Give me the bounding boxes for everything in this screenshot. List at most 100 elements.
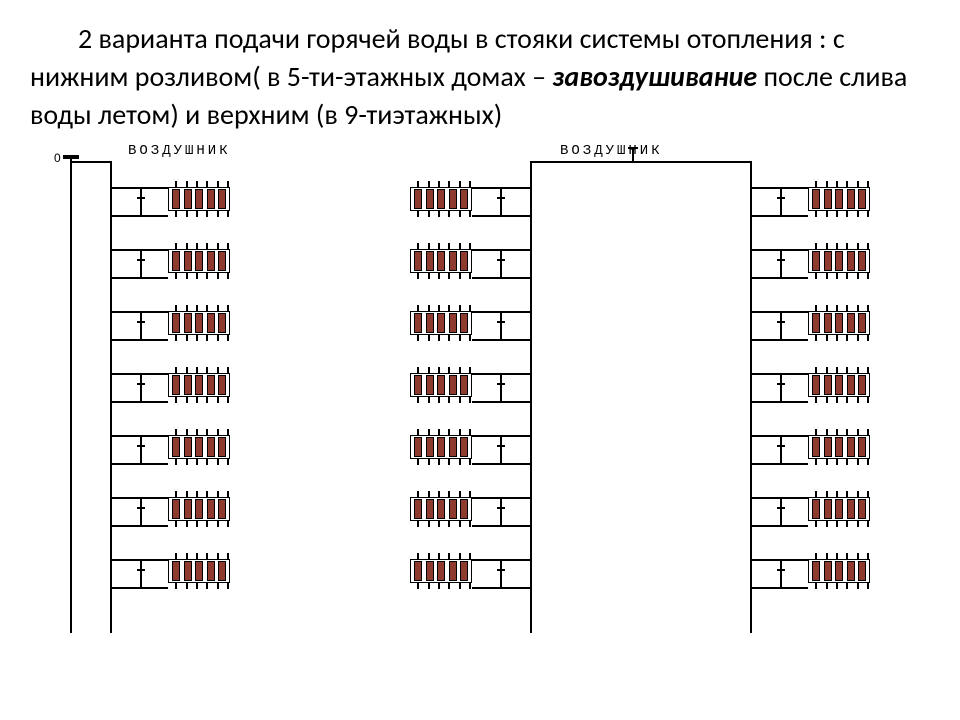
feed-pipe <box>750 187 808 189</box>
valve-tick <box>137 197 145 199</box>
radiator-rA-0 <box>410 181 472 217</box>
radiator-rA-6 <box>410 553 472 589</box>
valve-tick <box>777 445 785 447</box>
valve-tick <box>497 321 505 323</box>
valve-tick <box>497 383 505 385</box>
return-pipe <box>750 525 808 527</box>
return-pipe <box>472 401 530 403</box>
return-pipe <box>110 587 168 589</box>
radiator-rB-5 <box>808 491 870 527</box>
radiator-rA-2 <box>410 305 472 341</box>
return-pipe <box>110 401 168 403</box>
feed-pipe <box>110 187 168 189</box>
vent-cap <box>628 147 638 149</box>
bypass <box>500 559 502 587</box>
radiator-rB-0 <box>808 181 870 217</box>
vozdushnik-label-right: ВОЗДУШНИК <box>560 143 663 159</box>
bypass <box>500 187 502 215</box>
zero-mark: 0 <box>54 151 61 165</box>
feed-pipe <box>110 435 168 437</box>
valve-tick <box>137 321 145 323</box>
valve-tick <box>777 569 785 571</box>
bypass <box>140 497 142 525</box>
radiator-rA-5 <box>410 491 472 527</box>
bypass <box>500 497 502 525</box>
valve-tick <box>777 259 785 261</box>
return-pipe <box>750 277 808 279</box>
bypass <box>140 559 142 587</box>
feed-pipe <box>750 311 808 313</box>
return-pipe <box>472 463 530 465</box>
feed-pipe <box>110 497 168 499</box>
valve-tick <box>777 383 785 385</box>
return-pipe <box>472 525 530 527</box>
return-pipe <box>472 339 530 341</box>
riser-cap <box>63 155 79 159</box>
bypass <box>140 187 142 215</box>
valve-tick <box>777 321 785 323</box>
valve-tick <box>497 569 505 571</box>
bypass <box>500 249 502 277</box>
return-pipe <box>110 277 168 279</box>
return-pipe <box>750 401 808 403</box>
return-pipe <box>750 339 808 341</box>
valve-tick <box>497 445 505 447</box>
bypass <box>500 435 502 463</box>
sub-riser-left <box>110 161 112 633</box>
return-pipe <box>110 339 168 341</box>
feed-pipe <box>750 373 808 375</box>
feed-pipe <box>750 435 808 437</box>
valve-tick <box>497 197 505 199</box>
riser-right-a <box>530 161 532 633</box>
radiator-left-2 <box>168 305 230 341</box>
title-paragraph: 2 варианта подачи горячей воды в стояки … <box>30 20 930 133</box>
bypass <box>140 373 142 401</box>
radiator-rA-1 <box>410 243 472 279</box>
valve-tick <box>137 259 145 261</box>
feed-pipe <box>110 559 168 561</box>
valve-tick <box>137 507 145 509</box>
bypass <box>780 187 782 215</box>
return-pipe <box>110 215 168 217</box>
feed-pipe <box>750 559 808 561</box>
radiator-rB-2 <box>808 305 870 341</box>
valve-tick <box>137 383 145 385</box>
radiator-left-4 <box>168 429 230 465</box>
return-pipe <box>750 215 808 217</box>
radiator-rB-6 <box>808 553 870 589</box>
return-pipe <box>750 587 808 589</box>
radiator-rB-4 <box>808 429 870 465</box>
feed-pipe <box>750 249 808 251</box>
bypass <box>780 373 782 401</box>
valve-tick <box>497 259 505 261</box>
bypass <box>780 435 782 463</box>
return-pipe <box>750 463 808 465</box>
top-pipe-right <box>530 161 752 163</box>
radiator-rB-3 <box>808 367 870 403</box>
radiator-left-5 <box>168 491 230 527</box>
bypass <box>780 311 782 339</box>
radiator-rA-4 <box>410 429 472 465</box>
main-riser-left <box>70 155 72 633</box>
valve-tick <box>777 197 785 199</box>
return-pipe <box>472 215 530 217</box>
radiator-left-1 <box>168 243 230 279</box>
vent-stub <box>632 147 634 161</box>
radiator-left-6 <box>168 553 230 589</box>
feed-pipe <box>750 497 808 499</box>
bypass <box>140 311 142 339</box>
return-pipe <box>110 525 168 527</box>
riser-right-b <box>750 161 752 633</box>
diagram-area: 0ВОЗДУШНИКВОЗДУШНИК <box>30 143 930 633</box>
valve-tick <box>497 507 505 509</box>
valve-tick <box>777 507 785 509</box>
title-italic: завоздушивание <box>552 59 757 94</box>
return-pipe <box>472 587 530 589</box>
valve-tick <box>137 445 145 447</box>
bypass <box>500 373 502 401</box>
return-pipe <box>472 277 530 279</box>
feed-pipe <box>110 311 168 313</box>
return-pipe <box>110 463 168 465</box>
bypass <box>780 559 782 587</box>
feed-pipe <box>110 249 168 251</box>
